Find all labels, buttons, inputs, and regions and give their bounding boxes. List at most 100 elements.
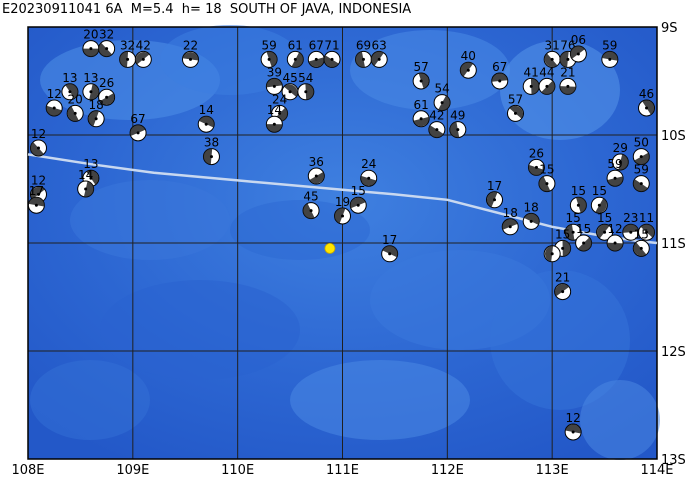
beachball-quadrant (544, 245, 554, 262)
beachball-quadrant (607, 242, 624, 252)
beachball-center (529, 219, 533, 223)
depth-label: 32 (120, 38, 135, 52)
beachball-center (34, 203, 38, 207)
focal-mechanism: 61 (412, 98, 430, 128)
beachball-quadrant (46, 105, 62, 117)
longitude-label: 109E (116, 463, 149, 478)
map-title: E20230911041 6A M=5.4 h= 18 SOUTH OF JAV… (2, 2, 412, 17)
depth-label: 57 (508, 92, 523, 106)
beachball-center (89, 90, 93, 94)
beachball-center (188, 57, 192, 61)
focal-mechanism: 14 (77, 168, 95, 198)
focal-mechanism: 21 (554, 271, 572, 301)
focal-mechanism: 15 (349, 184, 367, 214)
beachball-quadrant (570, 46, 585, 59)
depth-label: 21 (560, 65, 575, 79)
beachball-center (440, 101, 444, 105)
beachball-center (639, 246, 643, 250)
beachball-center (356, 203, 360, 207)
beachball-center (645, 106, 649, 110)
focal-mechanism: 57 (412, 60, 430, 90)
beachball-center (613, 241, 617, 245)
beachball-quadrant (86, 170, 99, 185)
focal-mechanism: 32 (119, 38, 137, 68)
longitude-label: 110E (221, 463, 254, 478)
focal-mechanism: 15 (538, 163, 556, 193)
depth-label: 26 (529, 146, 544, 160)
focal-mechanism: 41 (522, 65, 540, 95)
focal-mechanism: 18 (501, 206, 519, 236)
depth-label: 32 (99, 28, 114, 42)
focal-mechanism: 15 (632, 227, 650, 257)
beachball-center (545, 84, 549, 88)
focal-mechanism: 39 (265, 65, 283, 95)
focal-mechanism: 36 (307, 155, 325, 185)
depth-label: 20 (68, 92, 83, 106)
beachball-quadrant (266, 51, 278, 67)
depth-label: 15 (576, 222, 591, 236)
bathymetry-patch (500, 40, 620, 140)
focal-mechanism: 71 (323, 38, 341, 68)
beachball-center (566, 84, 570, 88)
depth-label: 24 (272, 92, 287, 106)
depth-label: 36 (309, 155, 324, 169)
focal-mechanism: 29 (611, 141, 629, 171)
depth-label: 13 (83, 157, 98, 171)
beachball-center (367, 176, 371, 180)
depth-label: 59 (607, 157, 622, 171)
bathymetry-patch (290, 360, 470, 440)
depth-label: 39 (267, 65, 282, 79)
depth-label: 19 (335, 195, 350, 209)
beachball-quadrant (530, 78, 540, 95)
beachball-quadrant (334, 207, 346, 224)
focal-mechanism (543, 245, 561, 263)
beachball-quadrant (30, 142, 44, 156)
depth-label: 59 (634, 163, 649, 177)
beachball-quadrant (640, 224, 655, 238)
depth-label: 18 (524, 200, 539, 214)
focal-mechanism: 45 (281, 71, 299, 101)
depth-label: 12 (47, 87, 62, 101)
beachball-quadrant (119, 51, 129, 68)
depth-label: 44 (539, 65, 554, 79)
depth-label: 22 (183, 38, 198, 52)
depth-label: 15 (565, 211, 580, 225)
focal-mechanism: 54 (297, 71, 315, 101)
beachball-center (52, 106, 56, 110)
beachball-quadrant (99, 93, 115, 105)
depth-label: 14 (78, 168, 93, 182)
bathymetry-patch (230, 200, 370, 260)
beachball-center (603, 230, 607, 234)
depth-label: 26 (99, 76, 114, 90)
beachball-center (73, 111, 77, 115)
beachball-quadrant (577, 237, 592, 252)
beachball-quadrant (324, 55, 339, 68)
depth-label: 17 (382, 233, 397, 247)
beachball-center (498, 79, 502, 83)
beachball-quadrant (554, 284, 570, 297)
beachball-center (613, 176, 617, 180)
focal-mechanism: 15 (596, 211, 614, 241)
longitude-label: 112E (431, 463, 464, 478)
beachball-quadrant (291, 52, 304, 68)
depth-label: 15 (539, 163, 554, 177)
epicenter-marker (324, 242, 336, 254)
beachball-center (209, 155, 213, 159)
bathymetry-patch (490, 270, 630, 410)
focal-mechanism: 42 (134, 38, 152, 68)
beachball-quadrant (528, 164, 545, 176)
focal-mechanism: 14 (265, 103, 283, 133)
beachball-center (126, 57, 130, 61)
focal-mechanism: 15 (575, 222, 593, 252)
beachball-quadrant (633, 179, 648, 192)
beachball-center (314, 174, 318, 178)
beachball-quadrant (538, 176, 551, 192)
beachball-center (314, 57, 318, 61)
depth-label: 17 (29, 184, 44, 198)
beachball-center (639, 155, 643, 159)
beachball-quadrant (355, 51, 365, 68)
beachball-center (304, 90, 308, 94)
depth-label: 20 (83, 28, 98, 42)
beachball-quadrant (449, 121, 460, 138)
beachball-quadrant (266, 124, 283, 133)
